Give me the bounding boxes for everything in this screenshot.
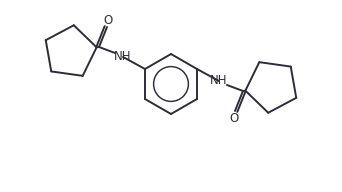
Text: NH: NH xyxy=(210,74,228,88)
Text: NH: NH xyxy=(114,50,132,64)
Text: O: O xyxy=(103,13,113,26)
Text: O: O xyxy=(229,112,239,124)
